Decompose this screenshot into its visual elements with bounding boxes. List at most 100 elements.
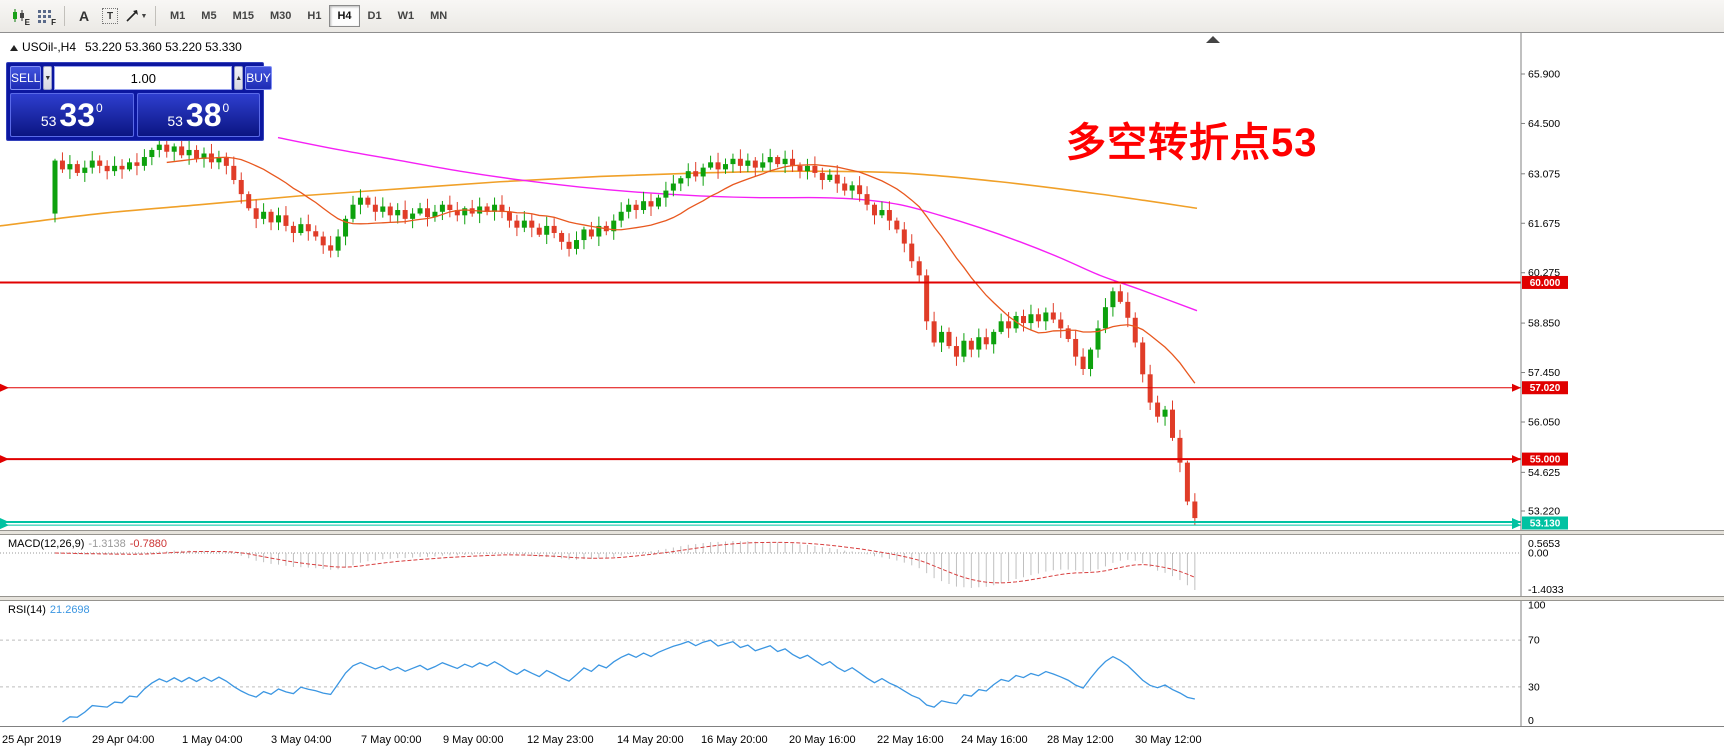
timeframe-d1-button[interactable]: D1	[367, 10, 382, 22]
volume-increase-button[interactable]: ▲	[234, 66, 244, 90]
time-axis-label: 22 May 16:00	[877, 734, 944, 746]
macd-name: MACD(12,26,9)	[8, 538, 85, 550]
timeframe-m30-button[interactable]: M30	[269, 10, 292, 22]
price-chart-canvas[interactable]: 65.90064.50063.07561.67560.27558.85057.4…	[0, 33, 1724, 530]
candlestick-series	[52, 135, 1198, 526]
price-tick-label: 61.675	[1528, 218, 1560, 230]
candlestick-chart-icon	[12, 9, 24, 22]
toolbar-separator	[155, 6, 156, 26]
volume-input[interactable]	[54, 66, 233, 90]
time-axis-label: 9 May 00:00	[443, 734, 504, 746]
buy-button[interactable]: BUY	[245, 66, 272, 90]
volume-decrease-button[interactable]: ▼	[43, 66, 53, 90]
annotation-text: 多空转折点53	[1066, 121, 1318, 165]
chevron-down-icon: ▼	[140, 12, 148, 20]
svg-text:55.000: 55.000	[1530, 455, 1561, 466]
timeframe-m1-button[interactable]: M1	[170, 10, 186, 22]
rsi-scale-label: 70	[1528, 635, 1540, 647]
price-tick-label: 53.220	[1528, 506, 1560, 518]
price-tick-label: 65.900	[1528, 69, 1560, 81]
time-axis-label: 16 May 20:00	[701, 734, 768, 746]
rsi-canvas[interactable]: 100 70 30 0	[0, 601, 1724, 726]
ohlc-values: 53.220 53.360 53.220 53.330	[85, 40, 242, 54]
price-badge	[1522, 275, 1568, 289]
toolbar: E F A T ▼ M1 M5 M15 M30	[0, 0, 1724, 33]
timeframe-h1-button[interactable]: H1	[307, 10, 322, 22]
line-arrow-icon	[1512, 383, 1521, 392]
line-arrow-icon	[0, 455, 9, 464]
sell-price-int: 53	[40, 113, 57, 129]
line-arrow-icon	[0, 383, 9, 392]
price-badge	[1522, 452, 1568, 466]
line-arrow-icon	[1512, 521, 1521, 530]
buy-price-pips: 38	[185, 97, 222, 133]
sell-button[interactable]: SELL	[10, 66, 42, 90]
time-axis-label: 30 May 12:00	[1135, 734, 1202, 746]
panel-splitter[interactable]	[0, 596, 1724, 601]
timeframe-m15-button[interactable]: M15	[232, 10, 254, 22]
expert-advisors-button[interactable]: E	[6, 4, 32, 28]
timeframe-h4-button[interactable]: H4	[329, 5, 360, 27]
rsi-name: RSI(14)	[8, 604, 46, 616]
rsi-scale-label: 30	[1528, 681, 1540, 693]
time-axis-label: 14 May 20:00	[617, 734, 684, 746]
tool-sub-label: E	[24, 18, 30, 27]
rsi-scale-label: 100	[1528, 601, 1546, 612]
time-axis-label: 1 May 04:00	[182, 734, 243, 746]
expand-triangle-icon	[10, 45, 18, 51]
timeframe-m5-button[interactable]: M5	[201, 10, 217, 22]
time-axis-label: 7 May 00:00	[361, 734, 422, 746]
text-label-button[interactable]: T	[97, 4, 123, 28]
grid-dots-icon	[38, 9, 51, 23]
rsi-value: 21.2698	[49, 604, 90, 616]
price-tick-label: 58.850	[1528, 318, 1560, 330]
price-tick-label: 57.450	[1528, 367, 1560, 379]
rsi-scale-label: 0	[1528, 715, 1534, 726]
arrows-tool-button[interactable]: ▼	[123, 4, 149, 28]
buy-price-int: 53	[167, 113, 183, 129]
macd-value: -1.3138	[88, 538, 126, 550]
macd-scale-label: 0.00	[1528, 548, 1549, 560]
svg-text:60.000: 60.000	[1530, 278, 1561, 289]
time-axis-label: 29 Apr 04:00	[92, 734, 155, 746]
price-tick-label: 54.625	[1528, 467, 1560, 479]
rsi-line	[62, 639, 1195, 723]
time-axis-label: 12 May 23:00	[527, 734, 594, 746]
time-axis-label: 20 May 16:00	[789, 734, 856, 746]
macd-signal-value: -0.7880	[129, 538, 168, 550]
time-axis-label: 25 Apr 2019	[2, 734, 62, 746]
macd-histogram	[61, 541, 1196, 590]
data-window-button[interactable]: F	[32, 4, 58, 28]
symbol-period-label: USOil-,H4	[22, 40, 77, 54]
timeframe-w1-button[interactable]: W1	[397, 10, 415, 22]
sell-price-pips: 33	[59, 97, 95, 133]
arrow-draw-icon	[125, 10, 138, 22]
macd-label: MACD(12,26,9) -1.3138 -0.7880	[8, 538, 167, 550]
tool-sub-label: F	[51, 18, 56, 27]
rsi-label: RSI(14) 21.2698	[8, 604, 90, 616]
ma-mid-line	[277, 136, 1198, 312]
timeframe-group: M1 M5 M15 M30 H1 H4 D1 W1 MN	[162, 5, 455, 27]
buy-price-sup: 0	[222, 101, 230, 115]
chart-title: USOil-,H4 53.220 53.360 53.220 53.330	[10, 40, 242, 54]
time-axis[interactable]: 25 Apr 2019 29 Apr 04:00 1 May 04:00 3 May …	[0, 726, 1724, 754]
timeframe-mn-button[interactable]: MN	[430, 10, 448, 22]
letter-a-icon: A	[78, 8, 90, 24]
price-tick-label: 63.075	[1528, 168, 1560, 180]
buy-price-button[interactable]: 53 38 0	[136, 93, 260, 137]
macd-signal-line	[54, 541, 1196, 584]
svg-text:53.130: 53.130	[1530, 519, 1561, 530]
line-arrow-icon	[1512, 455, 1521, 464]
price-badge	[1522, 381, 1568, 395]
panel-splitter[interactable]	[0, 530, 1724, 535]
sell-price-button[interactable]: 53 33 0	[10, 93, 134, 137]
price-tick-label: 64.500	[1528, 118, 1560, 130]
caret-up-icon: ▲	[235, 74, 243, 82]
ma-fast-line	[166, 156, 1196, 384]
price-badge	[1522, 516, 1568, 530]
letter-t-box-icon: T	[102, 8, 118, 24]
insert-text-button[interactable]: A	[71, 4, 97, 28]
